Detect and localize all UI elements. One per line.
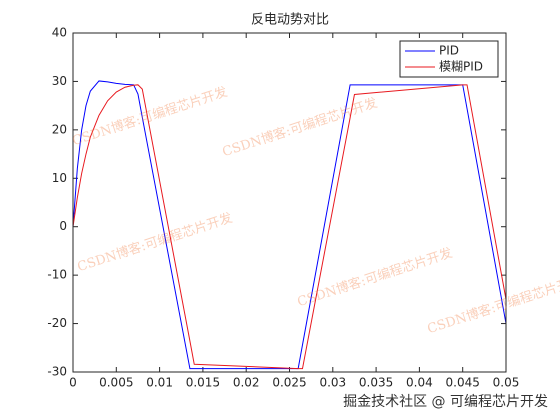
series-line: [72, 84, 507, 370]
x-tick-label: 0.015: [186, 376, 220, 390]
y-tick-label: 40: [52, 26, 67, 40]
legend-label: PID: [439, 44, 459, 58]
x-tick-label: 0: [69, 376, 77, 390]
x-tick-label: 0.045: [446, 376, 480, 390]
y-tick-label: -10: [47, 268, 67, 282]
y-tick-label: 20: [52, 122, 67, 136]
y-tick-label: -30: [47, 365, 67, 379]
x-tick-label: 0.02: [233, 376, 260, 390]
y-tick-label: 30: [52, 74, 67, 88]
plot-area: [73, 33, 506, 372]
series-line: [72, 80, 507, 370]
chart-title: 反电动势对比: [251, 12, 329, 28]
y-tick-label: 10: [52, 171, 67, 185]
legend-box: [399, 40, 499, 78]
x-tick-label: 0.01: [146, 376, 173, 390]
y-tick-label: -20: [47, 316, 67, 330]
axes-box: [72, 32, 507, 373]
x-tick-label: 0.035: [359, 376, 393, 390]
legend-label: 模糊PID: [439, 59, 483, 74]
x-tick-label: 0.025: [272, 376, 306, 390]
footer: 掘金技术社区 @ 可编程芯片开发: [343, 394, 548, 410]
x-tick-label: 0.005: [99, 376, 133, 390]
x-tick-label: 0.03: [319, 376, 346, 390]
y-tick-label: 0: [59, 219, 67, 233]
x-tick-label: 0.04: [406, 376, 433, 390]
x-tick-label: 0.05: [493, 376, 520, 390]
